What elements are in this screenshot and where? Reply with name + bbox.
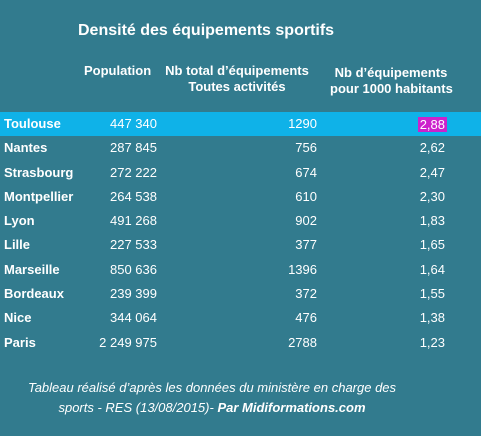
- population-cell: 447 340: [110, 116, 157, 131]
- city-cell: Nice: [4, 310, 32, 326]
- equipements-cell: 476: [295, 310, 317, 326]
- city-cell: Strasbourg: [4, 164, 74, 180]
- ratio-cell: 2,62: [419, 140, 445, 156]
- equipements-cell: 674: [295, 164, 317, 180]
- table-row: Paris 2 249 975 2788 1,23: [0, 331, 481, 355]
- city-cell: Paris: [4, 334, 36, 350]
- population-cell: 491 268: [110, 213, 157, 229]
- table-row: Montpellier 264 538 610 2,30: [0, 185, 481, 209]
- table-row: Lyon 491 268 902 1,83: [0, 209, 481, 233]
- equipements-cell: 372: [295, 286, 317, 302]
- city-cell: Lyon: [4, 213, 35, 229]
- ratio-cell: 2,30: [419, 188, 445, 204]
- equipements-cell: 902: [295, 213, 317, 229]
- ratio-cell: 1,23: [419, 334, 445, 350]
- population-cell: 344 064: [110, 310, 157, 326]
- header-ratio-line2: pour 1000 habitants: [330, 81, 453, 96]
- table-row: Strasbourg 272 222 674 2,47: [0, 161, 481, 185]
- ratio-cell: 1,65: [419, 237, 445, 253]
- header-equipements: Nb total d’équipements Toutes activités: [164, 63, 310, 95]
- population-cell: 272 222: [110, 164, 157, 180]
- footer-line1: Tableau réalisé d’après les données du m…: [27, 380, 397, 395]
- header-equipements-line1: Nb total d’équipements: [165, 63, 309, 78]
- ratio-cell: 1,55: [419, 286, 445, 302]
- footer-note: Tableau réalisé d’après les données du m…: [12, 378, 412, 418]
- ratio-cell: 1,83: [419, 213, 445, 229]
- equipements-cell: 756: [295, 140, 317, 156]
- equipements-cell: 1396: [288, 261, 317, 277]
- equipements-cell: 1290: [288, 116, 317, 131]
- equipements-cell: 2788: [288, 334, 317, 350]
- table-row: Toulouse 447 340 1290 2,88: [0, 112, 481, 137]
- header-equipements-line2: Toutes activités: [188, 79, 286, 94]
- city-cell: Marseille: [4, 261, 60, 277]
- ratio-cell: 1,38: [419, 310, 445, 326]
- table-row: Nice 344 064 476 1,38: [0, 306, 481, 330]
- population-cell: 227 533: [110, 237, 157, 253]
- ratio-cell: 2,47: [419, 164, 445, 180]
- header-ratio: Nb d’équipements pour 1000 habitants: [330, 65, 453, 97]
- city-cell: Bordeaux: [4, 286, 64, 302]
- table-row: Nantes 287 845 756 2,62: [0, 136, 481, 160]
- equipements-cell: 377: [295, 237, 317, 253]
- table-row: Lille 227 533 377 1,65: [0, 233, 481, 257]
- header-ratio-line1: Nb d’équipements: [334, 65, 448, 80]
- ratio-cell: 2,88: [417, 117, 447, 132]
- table-row: Marseille 850 636 1396 1,64: [0, 258, 481, 282]
- population-cell: 239 399: [110, 286, 157, 302]
- footer-line2: sports - RES (13/08/2015)-: [58, 400, 218, 415]
- header-population: Population: [84, 63, 152, 78]
- population-cell: 264 538: [110, 188, 157, 204]
- data-table: Toulouse 447 340 1290 2,88 Nantes 287 845 756 2…: [0, 112, 481, 355]
- population-cell: 2 249 975: [99, 334, 157, 350]
- city-cell: Toulouse: [4, 116, 61, 131]
- equipements-cell: 610: [295, 188, 317, 204]
- table-row: Bordeaux 239 399 372 1,55: [0, 282, 481, 306]
- footer-line2-wrap: sports - RES (13/08/2015)- Par Midiforma…: [12, 398, 412, 418]
- city-cell: Nantes: [4, 140, 48, 156]
- population-cell: 850 636: [110, 261, 157, 277]
- ratio-cell: 1,64: [419, 261, 445, 277]
- footer-credit: Par Midiformations.com: [217, 400, 366, 415]
- chart-title: Densité des équipements sportifs: [78, 22, 335, 39]
- population-cell: 287 845: [110, 140, 157, 156]
- city-cell: Lille: [4, 237, 31, 253]
- city-cell: Montpellier: [4, 188, 74, 204]
